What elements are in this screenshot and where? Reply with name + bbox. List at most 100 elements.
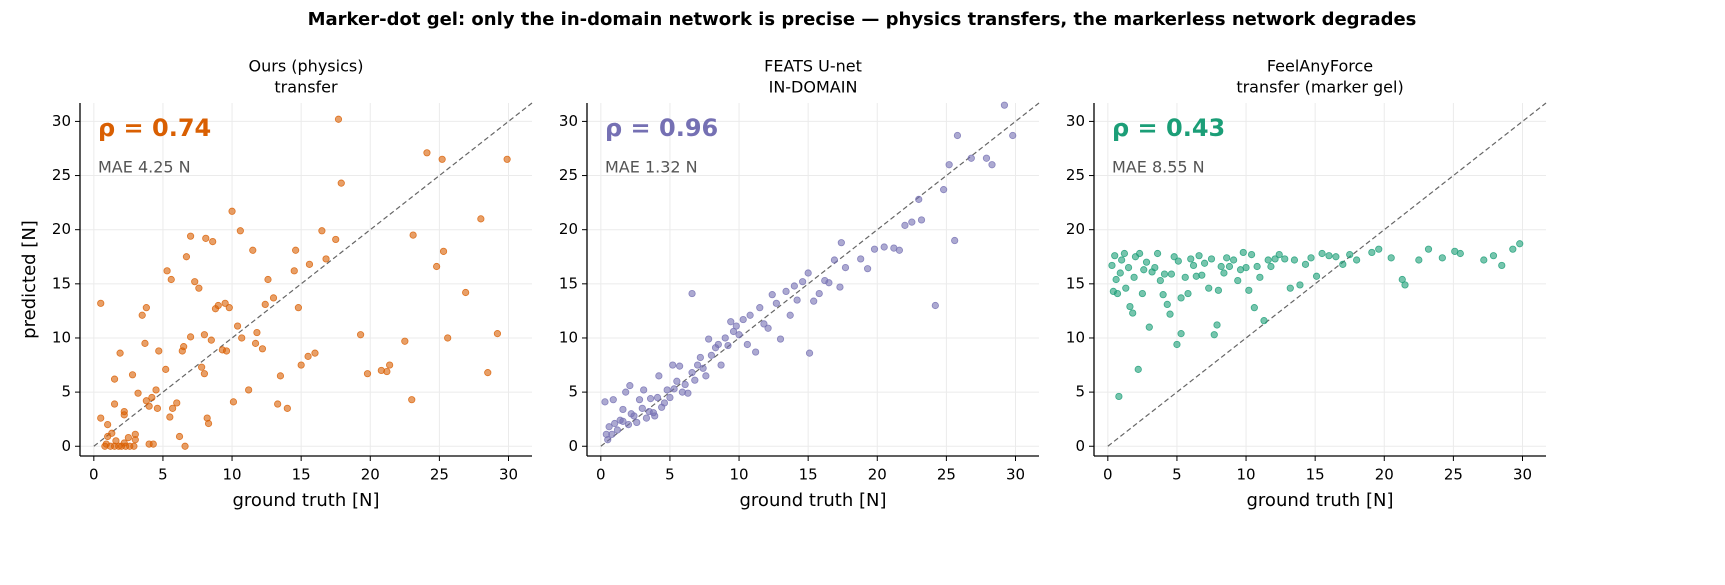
point — [108, 429, 116, 437]
point — [134, 389, 142, 397]
point — [439, 247, 448, 255]
point — [988, 161, 996, 169]
x-tick-label: 25 — [430, 466, 449, 484]
point — [1256, 273, 1264, 281]
x-tick-label: 5 — [158, 466, 168, 484]
point — [619, 417, 627, 425]
point — [292, 246, 300, 254]
panel-title: FEATS U-net — [764, 57, 862, 76]
point — [1253, 262, 1261, 271]
point — [605, 423, 613, 431]
point — [128, 371, 137, 379]
y-tick-label: 5 — [61, 383, 71, 401]
point — [1509, 245, 1517, 253]
point — [714, 340, 722, 349]
point — [608, 430, 616, 438]
point — [318, 227, 326, 235]
point — [805, 349, 814, 357]
point — [982, 154, 991, 162]
point — [1290, 256, 1299, 264]
point — [1242, 263, 1250, 272]
point — [152, 386, 160, 394]
point — [752, 348, 760, 356]
point — [131, 430, 139, 438]
point — [1332, 253, 1340, 261]
point — [102, 440, 110, 448]
point — [895, 246, 903, 254]
point — [681, 380, 689, 389]
x-tick-label: 15 — [1306, 466, 1325, 484]
point — [626, 382, 634, 390]
point — [967, 154, 975, 162]
point — [245, 386, 253, 394]
point — [297, 361, 305, 369]
point — [269, 294, 278, 302]
point — [693, 361, 702, 369]
point — [214, 301, 222, 310]
y-tick-label: 10 — [1066, 328, 1085, 346]
y-tick-label: 25 — [559, 166, 578, 184]
point — [1118, 256, 1126, 264]
figure-title: Marker-dot gel: only the in-domain netwo… — [308, 9, 1417, 30]
point — [228, 207, 236, 215]
point — [444, 334, 452, 342]
point — [1159, 291, 1167, 299]
point — [604, 436, 612, 444]
point — [462, 288, 470, 297]
point — [363, 370, 372, 378]
point — [1181, 273, 1189, 281]
point — [857, 255, 865, 263]
point — [207, 336, 215, 344]
point — [110, 400, 119, 408]
point — [646, 395, 655, 403]
point — [917, 216, 926, 224]
point — [772, 299, 780, 307]
point — [141, 339, 149, 347]
point — [225, 304, 233, 312]
point — [1387, 254, 1395, 262]
point — [162, 365, 170, 373]
point — [1456, 249, 1464, 258]
x-tick-label: 30 — [1006, 466, 1025, 484]
panel-title: FeelAnyForce — [1267, 57, 1373, 76]
panel-subtitle: transfer — [274, 78, 338, 97]
point — [1173, 340, 1181, 349]
x-tick-label: 0 — [89, 466, 99, 484]
point — [258, 345, 267, 353]
point — [1124, 263, 1133, 272]
point — [163, 267, 171, 275]
point — [493, 330, 502, 338]
point — [940, 186, 948, 194]
point — [653, 393, 662, 402]
y-tick-label: 10 — [52, 328, 71, 346]
point — [1009, 131, 1017, 140]
point — [1134, 365, 1142, 373]
point — [1126, 302, 1134, 311]
point — [901, 221, 909, 229]
point — [1153, 249, 1162, 258]
point — [1163, 300, 1171, 309]
point — [1401, 281, 1409, 289]
point — [1375, 245, 1383, 253]
point — [305, 260, 314, 268]
point — [1156, 276, 1164, 285]
panel-title: Ours (physics) — [249, 57, 364, 76]
point — [433, 262, 441, 271]
point — [1220, 269, 1228, 277]
point — [619, 405, 627, 414]
point — [1271, 255, 1279, 263]
point — [221, 299, 229, 307]
point — [408, 396, 416, 404]
point — [311, 349, 319, 357]
point — [120, 408, 128, 416]
y-tick-label: 5 — [1075, 383, 1085, 401]
point — [790, 282, 798, 290]
point — [640, 386, 648, 394]
point — [1170, 253, 1178, 261]
point — [1245, 286, 1253, 294]
point — [138, 311, 146, 319]
x-tick-label: 30 — [499, 466, 518, 484]
point — [915, 195, 923, 203]
point — [438, 155, 446, 163]
y-tick-label: 0 — [1075, 437, 1085, 455]
